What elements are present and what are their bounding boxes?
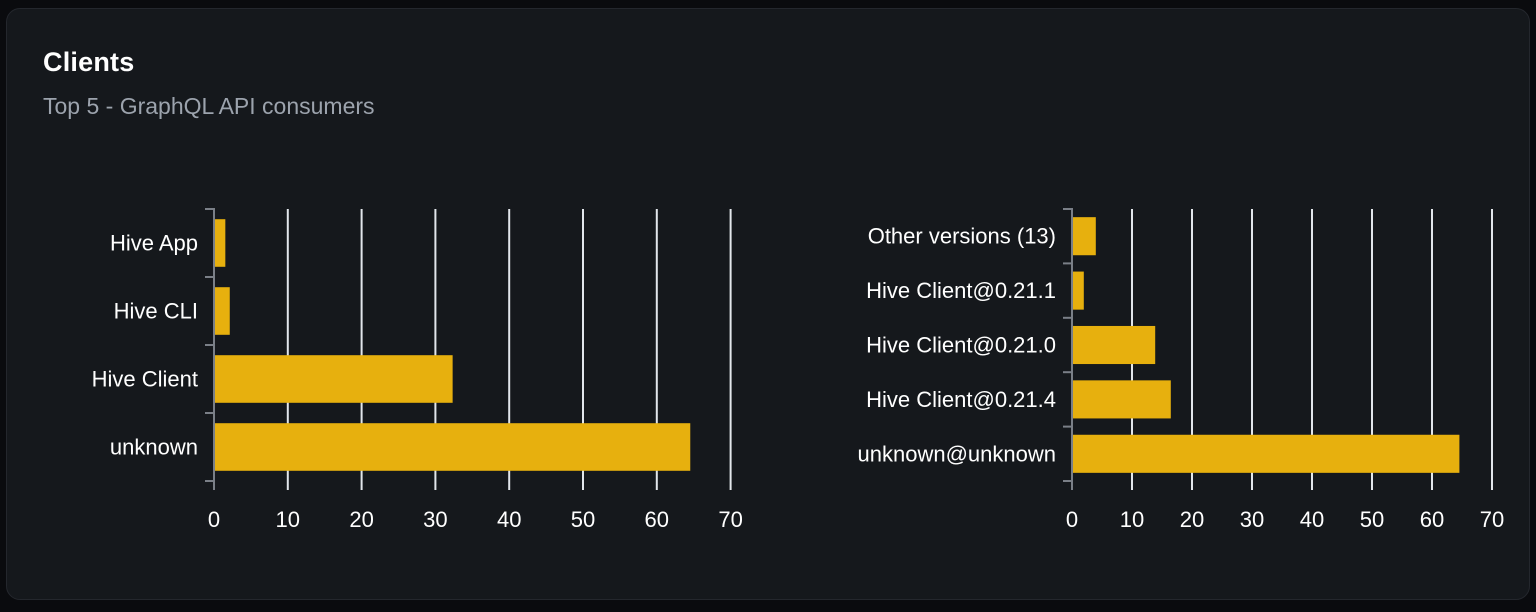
- bar-hive-client-0-21-0: [1073, 325, 1156, 365]
- clients-card: [6, 8, 1530, 600]
- category-label: Hive Client@0.21.1: [866, 278, 1056, 303]
- client-versions-bar-chart: Other versions (13) Hive Client@0.21.1 Hiv…: [858, 208, 1504, 532]
- x-tick-label-30: 30: [1240, 507, 1264, 532]
- x-tick-label-0: 0: [208, 507, 220, 532]
- x-tick-label-60: 60: [645, 507, 669, 532]
- x-tick-label-60: 60: [1420, 507, 1444, 532]
- bar-other-versions-13-: [1073, 217, 1096, 256]
- x-tick-label-40: 40: [1300, 507, 1324, 532]
- category-label: Other versions (13): [868, 224, 1056, 249]
- x-tick-label-10: 10: [1120, 507, 1144, 532]
- x-tick-label-0: 0: [1066, 507, 1078, 532]
- clients-bar-chart: Hive App Hive CLI Hive Client unknown 0 10 20 3…: [92, 208, 743, 532]
- x-tick-label-20: 20: [1180, 507, 1204, 532]
- bar-hive-client: [215, 355, 453, 403]
- bar-hive-client-0-21-4: [1073, 380, 1171, 419]
- x-tick-label-40: 40: [497, 507, 521, 532]
- bar-unknown: [215, 423, 691, 471]
- category-label: unknown@unknown: [858, 441, 1056, 466]
- page-title: Clients: [43, 47, 135, 77]
- x-tick-label-20: 20: [349, 507, 373, 532]
- x-tick-label-50: 50: [1360, 507, 1384, 532]
- bar-hive-client-0-21-1: [1073, 271, 1084, 310]
- category-label: unknown: [110, 435, 198, 460]
- bar-hive-app: [215, 219, 226, 267]
- bar-unknown-unknown: [1073, 434, 1460, 473]
- category-label: Hive Client@0.21.0: [866, 333, 1056, 358]
- category-label: Hive Client@0.21.4: [866, 387, 1056, 412]
- x-tick-label-50: 50: [571, 507, 595, 532]
- page-subtitle: Top 5 - GraphQL API consumers: [43, 93, 375, 119]
- category-label: Hive Client: [92, 367, 198, 392]
- category-label: Hive App: [110, 231, 198, 256]
- bar-hive-cli: [215, 287, 230, 335]
- x-tick-label-30: 30: [423, 507, 447, 532]
- x-tick-label-10: 10: [276, 507, 300, 532]
- x-tick-label-70: 70: [718, 507, 742, 532]
- category-label: Hive CLI: [114, 299, 198, 324]
- x-tick-label-70: 70: [1480, 507, 1504, 532]
- card-header: Clients Top 5 - GraphQL API consumers: [43, 46, 375, 120]
